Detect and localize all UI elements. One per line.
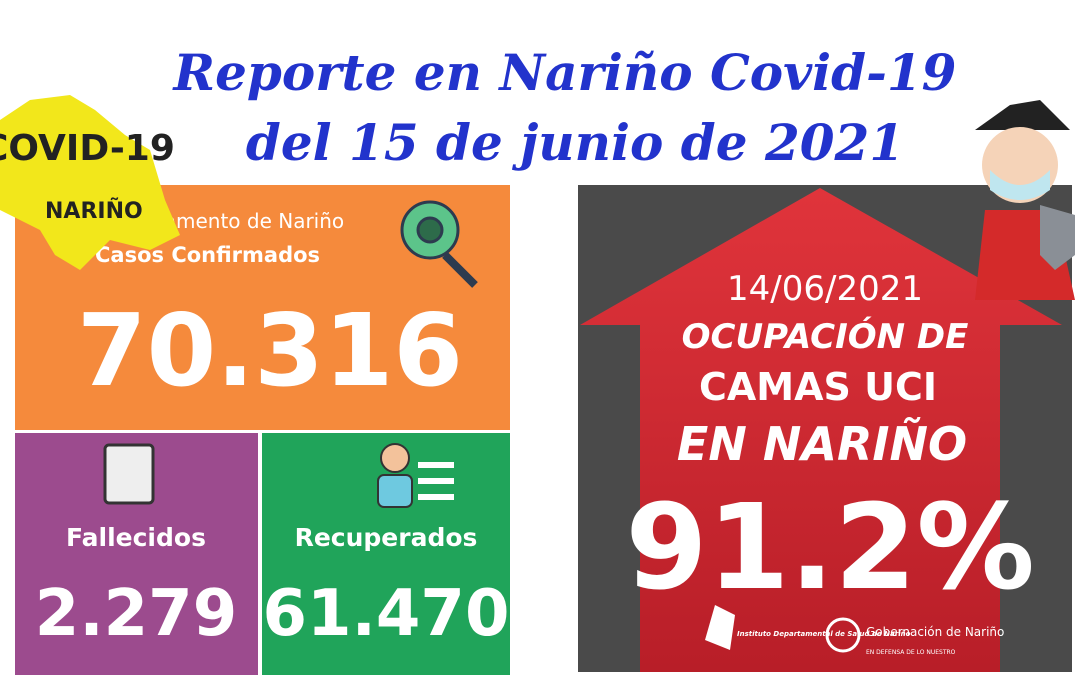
government-name: Gobernación de Nariño bbox=[866, 625, 1004, 639]
title: del 15 de junio de 2021 bbox=[246, 113, 904, 172]
institute-logo bbox=[705, 605, 735, 650]
logo-region: NARIÑO bbox=[45, 198, 143, 224]
icu-title: CAMAS UCI bbox=[699, 365, 937, 409]
title: Reporte en Nariño Covid-19 bbox=[172, 43, 957, 102]
icu-title: OCUPACIÓN DE bbox=[682, 316, 969, 357]
deaths-label: Fallecidos bbox=[66, 523, 206, 552]
icu-title: EN NARIÑO bbox=[677, 417, 967, 471]
logo-text: COVID-19 bbox=[0, 128, 175, 169]
virus-icon bbox=[400, 200, 478, 288]
icu-date: 14/06/2021 bbox=[727, 269, 923, 309]
motto: EN DEFENSA DE LO NUESTRO bbox=[866, 649, 956, 656]
map-shape bbox=[0, 95, 180, 270]
character-illustration bbox=[975, 100, 1075, 300]
arrow bbox=[580, 188, 1062, 672]
government-logo bbox=[825, 617, 861, 653]
deaths-value: 2.279 bbox=[35, 577, 237, 651]
confirmed-label: Casos Confirmados bbox=[95, 243, 320, 267]
institute-name: Instituto Departamental de Salud de Nari… bbox=[737, 630, 911, 638]
confirmed-value: 70.316 bbox=[77, 292, 463, 409]
doctor-icon bbox=[377, 443, 454, 508]
recovered-value: 61.470 bbox=[263, 577, 510, 651]
certificate-icon bbox=[103, 443, 155, 505]
icu-value: 91.2% bbox=[625, 478, 1034, 616]
recovered-label: Recuperados bbox=[295, 523, 478, 552]
recovered-panel bbox=[262, 433, 510, 675]
